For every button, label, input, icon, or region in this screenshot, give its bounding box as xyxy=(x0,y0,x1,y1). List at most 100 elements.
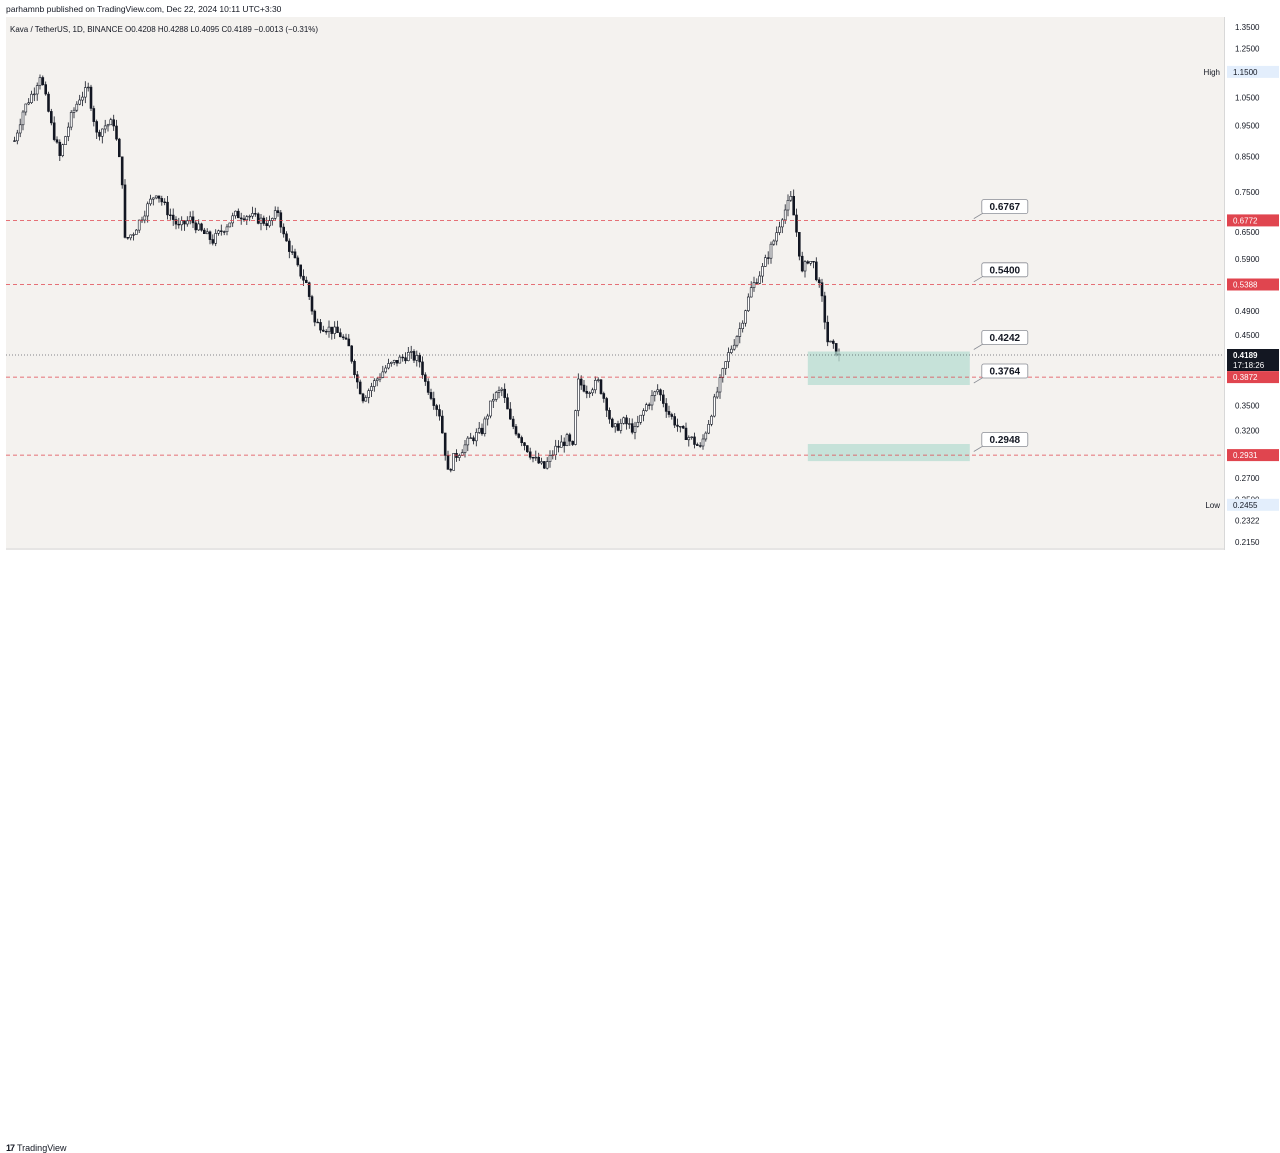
candle-body xyxy=(571,440,575,445)
level-callout-label: 0.3764 xyxy=(990,367,1021,378)
candle-body xyxy=(602,393,606,399)
candle-body xyxy=(432,398,436,406)
candle-body xyxy=(194,222,198,231)
candle-body xyxy=(86,86,90,89)
candle-body xyxy=(169,214,172,216)
level-callout-label: 0.2948 xyxy=(990,435,1021,446)
candle-body xyxy=(591,389,594,394)
candle-body xyxy=(735,336,739,346)
candle-body xyxy=(511,418,515,427)
candle-body xyxy=(24,103,28,113)
candle-body xyxy=(120,156,124,186)
candle-body xyxy=(829,340,832,343)
candle-body xyxy=(690,436,694,438)
candle-body xyxy=(188,216,192,222)
candle-body xyxy=(321,329,325,332)
level-price-badge-bg xyxy=(1227,371,1279,384)
price-axis[interactable]: 1.3500 1.2500 1.1500 1.0500 0.9500 0.8500 0.75… xyxy=(1224,17,1280,550)
candle-body xyxy=(84,87,87,98)
candle-body xyxy=(636,421,640,427)
candle-body xyxy=(755,282,759,284)
candle-body xyxy=(38,77,42,86)
candle-body xyxy=(154,195,158,199)
candle-body xyxy=(503,388,507,398)
callout-pointer xyxy=(973,212,985,219)
candle-body xyxy=(766,257,770,259)
candle-body xyxy=(228,222,232,228)
price-tick-label: 0.2150 xyxy=(1235,538,1260,547)
candle-body xyxy=(353,360,356,375)
candle-body xyxy=(180,220,183,226)
candle-body xyxy=(276,210,280,214)
candle-body xyxy=(129,234,132,239)
candle-body xyxy=(693,436,696,445)
callout-pointer xyxy=(973,275,985,283)
candle-body xyxy=(103,125,107,130)
price-tick-label: 1.3500 xyxy=(1235,23,1260,32)
candle-body xyxy=(412,351,416,361)
candle-body xyxy=(44,84,48,95)
candle-body xyxy=(763,257,767,267)
candle-body xyxy=(817,279,821,283)
last-price-badge-bg xyxy=(1227,349,1279,371)
candle-body xyxy=(775,232,779,242)
candle-body xyxy=(307,282,311,297)
candle-body xyxy=(477,427,481,433)
chart-canvas[interactable]: 0.6767 0.5400 0.4242 0.3764 0.2948 AprMayJunJ… xyxy=(6,17,1224,550)
candle-body xyxy=(16,132,19,142)
candle-body xyxy=(483,418,487,434)
candle-body xyxy=(803,261,807,272)
candle-body xyxy=(64,136,67,145)
candle-body xyxy=(466,437,470,446)
candle-body xyxy=(293,251,297,259)
candle-body xyxy=(741,322,745,330)
candle-body xyxy=(639,414,643,423)
candle-body xyxy=(256,213,260,224)
candle-body xyxy=(372,380,376,387)
candle-body xyxy=(718,377,722,393)
level-callout-box xyxy=(981,330,1029,345)
candle-body xyxy=(268,220,271,227)
price-tick-label: 1.2500 xyxy=(1235,45,1260,54)
candle-body xyxy=(304,279,308,284)
candle-body xyxy=(333,326,337,334)
symbol-info: Kava / TetherUS, 1D, BINANCE O0.4208 H0.… xyxy=(10,25,319,34)
candle-body xyxy=(421,361,424,376)
price-tick-label: 0.4500 xyxy=(1235,331,1260,340)
candle-body xyxy=(599,379,603,394)
candle-body xyxy=(231,215,234,224)
candle-body xyxy=(112,119,115,127)
candle-body xyxy=(208,231,212,240)
high-price-badge-bg xyxy=(1227,65,1279,78)
chart-area[interactable]: 0.6767 0.5400 0.4242 0.3764 0.2948 AprMayJunJ… xyxy=(6,17,1224,550)
level-price-badge-bg xyxy=(1227,449,1279,462)
candle-body xyxy=(279,212,283,228)
candle-body xyxy=(650,395,654,406)
tradingview-logo[interactable]: 17 TradingView xyxy=(6,1143,67,1153)
candle-body xyxy=(183,220,186,225)
candle-body xyxy=(622,417,626,424)
candle-body xyxy=(557,445,560,448)
candle-body xyxy=(729,348,733,353)
candle-body xyxy=(661,394,665,404)
candle-body xyxy=(727,352,730,362)
candle-body xyxy=(157,195,161,199)
last-price-countdown: 17:18:26 xyxy=(1233,361,1265,370)
candle-body xyxy=(174,219,178,225)
candle-body xyxy=(426,381,430,393)
candle-body xyxy=(41,77,45,85)
candle-body xyxy=(355,374,359,383)
candle-body xyxy=(313,310,317,323)
candle-body xyxy=(582,384,586,392)
high-label: High xyxy=(1204,68,1220,77)
candle-body xyxy=(197,223,200,231)
candle-body xyxy=(109,119,113,126)
candle-body xyxy=(319,322,322,331)
level-callout-box xyxy=(981,262,1029,278)
candle-body xyxy=(347,338,351,347)
candle-body xyxy=(384,367,388,373)
candle-body xyxy=(664,403,668,412)
price-tick-label: 0.3200 xyxy=(1235,427,1260,436)
candle-body xyxy=(92,108,96,122)
candle-body xyxy=(409,351,413,353)
